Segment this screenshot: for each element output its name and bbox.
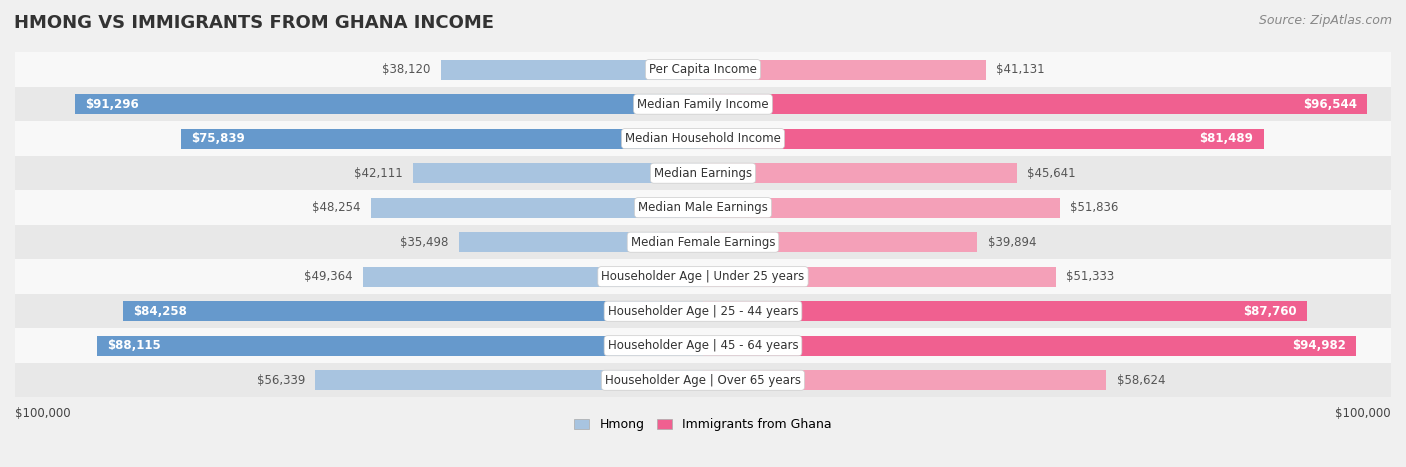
Bar (458, 232, 703, 252)
FancyBboxPatch shape (15, 363, 1391, 397)
Text: Householder Age | Under 25 years: Householder Age | Under 25 years (602, 270, 804, 283)
Bar (703, 232, 977, 252)
Text: Source: ZipAtlas.com: Source: ZipAtlas.com (1258, 14, 1392, 27)
Text: $87,760: $87,760 (1243, 304, 1296, 318)
Text: Median Family Income: Median Family Income (637, 98, 769, 111)
FancyBboxPatch shape (15, 294, 1391, 328)
Text: $58,624: $58,624 (1116, 374, 1166, 387)
Text: $56,339: $56,339 (257, 374, 305, 387)
Bar (703, 163, 1017, 183)
Text: Householder Age | 25 - 44 years: Householder Age | 25 - 44 years (607, 304, 799, 318)
FancyBboxPatch shape (15, 328, 1391, 363)
Bar (703, 301, 1306, 321)
Text: $49,364: $49,364 (305, 270, 353, 283)
Text: Median Earnings: Median Earnings (654, 167, 752, 180)
Bar (440, 60, 703, 80)
Bar (703, 94, 1367, 114)
Legend: Hmong, Immigrants from Ghana: Hmong, Immigrants from Ghana (569, 413, 837, 436)
Text: $42,111: $42,111 (354, 167, 404, 180)
Text: Median Male Earnings: Median Male Earnings (638, 201, 768, 214)
Text: $94,982: $94,982 (1292, 339, 1346, 352)
Text: $51,333: $51,333 (1067, 270, 1115, 283)
Text: Median Female Earnings: Median Female Earnings (631, 236, 775, 249)
FancyBboxPatch shape (15, 191, 1391, 225)
Text: $35,498: $35,498 (401, 236, 449, 249)
Text: $100,000: $100,000 (15, 407, 70, 420)
Bar (315, 370, 703, 390)
Text: Median Household Income: Median Household Income (626, 132, 780, 145)
Bar (413, 163, 703, 183)
Text: $81,489: $81,489 (1199, 132, 1253, 145)
Bar (124, 301, 703, 321)
Bar (703, 336, 1357, 356)
FancyBboxPatch shape (15, 52, 1391, 87)
Bar (97, 336, 703, 356)
Text: $41,131: $41,131 (997, 63, 1045, 76)
Text: HMONG VS IMMIGRANTS FROM GHANA INCOME: HMONG VS IMMIGRANTS FROM GHANA INCOME (14, 14, 494, 32)
Bar (703, 198, 1060, 218)
Text: Householder Age | 45 - 64 years: Householder Age | 45 - 64 years (607, 339, 799, 352)
Text: $38,120: $38,120 (382, 63, 430, 76)
Text: $45,641: $45,641 (1028, 167, 1076, 180)
Text: $51,836: $51,836 (1070, 201, 1118, 214)
Text: $88,115: $88,115 (107, 339, 160, 352)
Text: Per Capita Income: Per Capita Income (650, 63, 756, 76)
FancyBboxPatch shape (15, 87, 1391, 121)
Text: $100,000: $100,000 (1336, 407, 1391, 420)
FancyBboxPatch shape (15, 156, 1391, 191)
FancyBboxPatch shape (15, 260, 1391, 294)
FancyBboxPatch shape (15, 121, 1391, 156)
Text: $84,258: $84,258 (134, 304, 187, 318)
Text: Householder Age | Over 65 years: Householder Age | Over 65 years (605, 374, 801, 387)
FancyBboxPatch shape (15, 225, 1391, 260)
Bar (363, 267, 703, 287)
Text: $96,544: $96,544 (1303, 98, 1357, 111)
Text: $39,894: $39,894 (988, 236, 1036, 249)
Bar (371, 198, 703, 218)
Bar (75, 94, 703, 114)
Bar (703, 267, 1056, 287)
Text: $75,839: $75,839 (191, 132, 245, 145)
Bar (181, 128, 703, 149)
Bar (703, 60, 986, 80)
Bar (703, 128, 1264, 149)
Text: $91,296: $91,296 (86, 98, 139, 111)
Bar (703, 370, 1107, 390)
Text: $48,254: $48,254 (312, 201, 361, 214)
